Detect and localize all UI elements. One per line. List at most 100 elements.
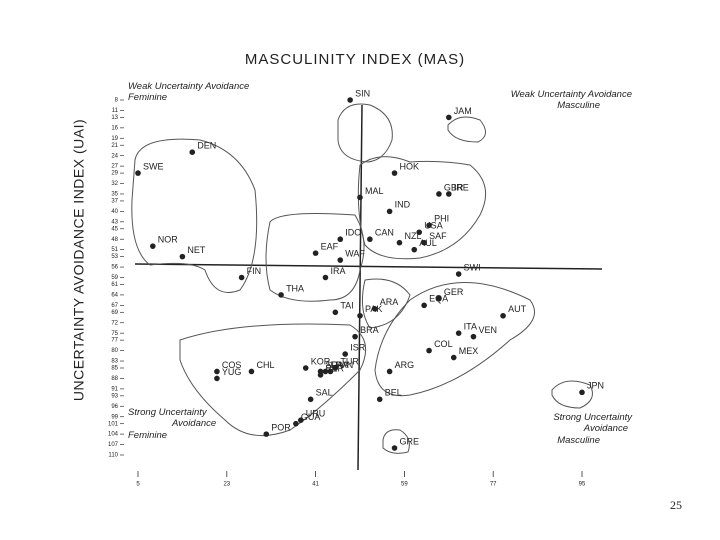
y-tick-label: 99 bbox=[111, 414, 118, 420]
cluster bbox=[337, 103, 393, 163]
point bbox=[332, 365, 339, 371]
y-tick-label: 67 bbox=[111, 303, 118, 309]
point bbox=[298, 417, 304, 423]
point bbox=[135, 170, 141, 176]
annotation-line: Feminine bbox=[128, 430, 167, 441]
y-tick-label: 24 bbox=[111, 153, 118, 159]
y-tick-label: 53 bbox=[111, 254, 118, 260]
point-label: BEL bbox=[385, 388, 402, 398]
point-label: SWI bbox=[464, 262, 481, 272]
point bbox=[416, 229, 423, 236]
y-tick-label: 32 bbox=[111, 181, 118, 187]
y-tick-label: 85 bbox=[111, 366, 118, 372]
point bbox=[179, 253, 186, 260]
point bbox=[436, 295, 442, 302]
clusters bbox=[131, 103, 593, 454]
y-tick-label: 11 bbox=[112, 108, 119, 114]
point bbox=[357, 194, 363, 201]
point-label: SIN bbox=[355, 88, 370, 98]
point-label: IRA bbox=[330, 266, 345, 276]
point bbox=[386, 368, 393, 375]
point bbox=[352, 333, 358, 340]
point bbox=[357, 312, 363, 319]
point bbox=[327, 368, 334, 375]
annotation-line: Masculine bbox=[557, 435, 600, 446]
y-tick-label: 77 bbox=[111, 338, 118, 344]
point-label: BRA bbox=[360, 325, 379, 335]
y-tick-label: 16 bbox=[111, 125, 118, 131]
point-label: SAF bbox=[429, 231, 447, 241]
point bbox=[322, 368, 329, 375]
point-label: KOR bbox=[311, 356, 331, 366]
y-tick-label: 29 bbox=[111, 171, 118, 177]
point bbox=[426, 347, 432, 354]
point bbox=[396, 239, 403, 246]
point-label: GER bbox=[444, 287, 464, 297]
point-label: TAI bbox=[340, 301, 353, 311]
point-label: GUA bbox=[301, 412, 321, 422]
point bbox=[248, 368, 255, 375]
y-tick-label: 107 bbox=[108, 442, 119, 448]
y-tick-label: 104 bbox=[108, 432, 119, 438]
point-label: TUR bbox=[340, 356, 359, 366]
y-tick-label: 64 bbox=[111, 292, 118, 298]
annotation-line: Strong Uncertainty bbox=[128, 407, 208, 418]
point-label: URU bbox=[306, 409, 326, 419]
point bbox=[391, 445, 398, 451]
point bbox=[317, 372, 324, 378]
annotation: Strong Uncertainty Avoidance Masculine bbox=[553, 412, 633, 446]
cluster bbox=[374, 282, 535, 397]
point bbox=[332, 309, 339, 316]
point bbox=[455, 271, 462, 277]
point bbox=[189, 149, 196, 156]
cluster bbox=[551, 380, 593, 409]
point bbox=[342, 351, 349, 357]
y-tick-label: 96 bbox=[111, 404, 118, 410]
annotation-line: Avoidance bbox=[171, 418, 216, 429]
y-tick-label: 61 bbox=[111, 282, 118, 288]
point-label: YUG bbox=[222, 367, 242, 377]
y-axis-label: UNCERTAINTY AVOIDANCE INDEX (UAI) bbox=[71, 119, 87, 401]
point bbox=[238, 274, 245, 281]
point bbox=[391, 170, 398, 176]
point bbox=[337, 257, 344, 263]
y-tick-label: 19 bbox=[111, 136, 118, 142]
point-label: GRE bbox=[400, 436, 420, 446]
point-label: EQA bbox=[429, 294, 448, 304]
cluster bbox=[447, 116, 486, 143]
chart-title: MASCULINITY INDEX (MAS) bbox=[245, 51, 465, 68]
point-label: MEX bbox=[459, 346, 479, 356]
y-tick-label: 83 bbox=[111, 359, 118, 365]
y-tick-label: 40 bbox=[111, 209, 118, 215]
point-label: NZL bbox=[404, 231, 421, 241]
y-tick-label: 69 bbox=[111, 310, 118, 316]
point-label: PAN bbox=[335, 360, 353, 370]
reference-line bbox=[134, 263, 603, 270]
point-label: ARA bbox=[380, 297, 399, 307]
point bbox=[347, 97, 353, 103]
annotation-line: Weak Uncertainty Avoidance bbox=[128, 81, 249, 92]
point bbox=[322, 274, 329, 281]
point-label: FIN bbox=[247, 266, 262, 276]
point bbox=[500, 312, 506, 319]
point bbox=[421, 302, 427, 309]
point-label: COL bbox=[434, 339, 453, 349]
point-label: WAF bbox=[345, 248, 365, 258]
point-label: SAL bbox=[316, 388, 333, 398]
point-label: HOK bbox=[400, 161, 420, 171]
point-label: NET bbox=[187, 245, 206, 255]
y-tick-label: 80 bbox=[111, 348, 118, 354]
annotation: Strong Uncertainty Avoidance Feminine bbox=[128, 407, 216, 441]
point-label: MAL bbox=[365, 186, 384, 196]
y-tick-label: 91 bbox=[111, 386, 118, 392]
point bbox=[214, 375, 220, 382]
annotation-line: Masculine bbox=[557, 100, 600, 111]
point-label: SPA bbox=[326, 360, 343, 370]
point bbox=[150, 243, 156, 249]
point bbox=[579, 389, 585, 396]
point-label: VEN bbox=[478, 325, 497, 335]
cluster bbox=[131, 138, 258, 293]
point bbox=[307, 396, 314, 403]
point-label: IRE bbox=[454, 182, 469, 192]
